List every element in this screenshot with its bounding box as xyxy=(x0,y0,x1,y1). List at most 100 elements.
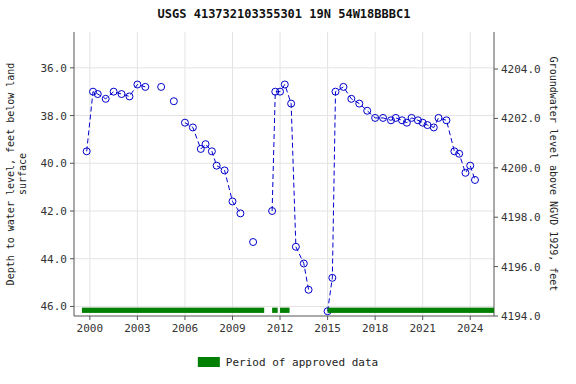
grid xyxy=(74,32,494,316)
data-point xyxy=(332,88,339,95)
y2-tick-label: 4202.0 xyxy=(501,112,541,125)
data-point xyxy=(229,198,236,205)
data-point xyxy=(340,83,347,90)
y-tick xyxy=(70,67,74,68)
legend-swatch xyxy=(198,357,220,367)
x-tick-label: 2024 xyxy=(457,322,484,335)
data-point xyxy=(443,117,450,124)
y2-axis-line xyxy=(494,32,495,316)
data-point xyxy=(329,274,336,281)
x-tick-label: 2003 xyxy=(124,322,151,335)
data-point xyxy=(435,114,442,121)
data-point xyxy=(158,83,165,90)
y-tick-label: 42.0 xyxy=(41,205,68,218)
data-point xyxy=(142,83,149,90)
plot-marks xyxy=(82,81,494,315)
data-point xyxy=(250,239,257,246)
data-point xyxy=(110,88,117,95)
x-tick xyxy=(184,316,185,320)
y2-tick-label: 4198.0 xyxy=(501,211,541,224)
y-axis-label-line: surface xyxy=(17,153,28,195)
grid-line-x xyxy=(470,32,471,316)
grid-line-x xyxy=(327,32,328,316)
y2-tick-label: 4200.0 xyxy=(501,162,541,175)
data-point xyxy=(237,210,244,217)
chart: 20002003200620092012201520182021202436.0… xyxy=(0,0,576,384)
data-point xyxy=(213,162,220,169)
y-tick xyxy=(70,258,74,259)
x-tick xyxy=(232,316,233,320)
y-axis-label-line: Depth to water level, feet below land xyxy=(5,63,16,286)
y-tick-label: 36.0 xyxy=(41,62,68,75)
approved-bar xyxy=(82,308,264,313)
approved-bar xyxy=(280,308,290,313)
y-axis-label: Depth to water level, feet below landsur… xyxy=(5,63,28,286)
x-tick xyxy=(422,316,423,320)
x-tick-label: 2012 xyxy=(267,322,294,335)
y-tick xyxy=(70,210,74,211)
x-tick xyxy=(137,316,138,320)
approved-bar xyxy=(328,308,494,313)
approved-bar xyxy=(272,308,278,313)
y-tick-label: 38.0 xyxy=(41,110,68,123)
data-point xyxy=(83,148,90,155)
data-point xyxy=(467,162,474,169)
y-tick-label: 40.0 xyxy=(41,157,68,170)
y2-tick xyxy=(494,167,498,168)
data-point xyxy=(288,100,295,107)
x-tick xyxy=(280,316,281,320)
y2-tick-label: 4204.0 xyxy=(501,63,541,76)
background xyxy=(0,0,576,384)
y-tick xyxy=(70,306,74,307)
x-tick-label: 2015 xyxy=(314,322,341,335)
data-point xyxy=(134,81,141,88)
x-tick-label: 2018 xyxy=(362,322,389,335)
y-tick-label: 46.0 xyxy=(41,300,68,313)
x-tick-label: 2006 xyxy=(172,322,199,335)
x-tick xyxy=(89,316,90,320)
data-point xyxy=(356,100,363,107)
y2-tick xyxy=(494,69,498,70)
y2-tick-label: 4194.0 xyxy=(501,310,541,323)
grid-line-y xyxy=(74,210,494,211)
x-tick-label: 2021 xyxy=(409,322,436,335)
y-axis-line xyxy=(74,32,75,316)
grid-line-x xyxy=(422,32,423,316)
legend: Period of approved data xyxy=(198,356,378,369)
x-tick xyxy=(375,316,376,320)
y2-tick-label: 4196.0 xyxy=(501,261,541,274)
grid-line-y xyxy=(74,67,494,68)
data-point xyxy=(380,114,387,121)
data-point xyxy=(305,286,312,293)
data-point xyxy=(221,167,228,174)
data-point xyxy=(364,107,371,114)
axes: 20002003200620092012201520182021202436.0… xyxy=(41,32,541,335)
data-point xyxy=(277,88,284,95)
y-tick xyxy=(70,163,74,164)
data-point xyxy=(118,91,125,98)
grid-line-x xyxy=(184,32,185,316)
grid-line-x xyxy=(232,32,233,316)
grid-line-x xyxy=(375,32,376,316)
grid-line-x xyxy=(280,32,281,316)
data-point xyxy=(348,95,355,102)
grid-line-x xyxy=(89,32,90,316)
grid-line-y xyxy=(74,258,494,259)
data-point xyxy=(202,141,209,148)
y2-tick xyxy=(494,316,498,317)
data-point xyxy=(372,114,379,121)
data-point xyxy=(462,169,469,176)
legend-label: Period of approved data xyxy=(226,356,378,369)
data-point xyxy=(430,124,437,131)
y-tick-label: 44.0 xyxy=(41,253,68,266)
x-tick xyxy=(327,316,328,320)
y2-tick xyxy=(494,217,498,218)
data-point xyxy=(208,148,215,155)
data-point xyxy=(281,81,288,88)
data-point xyxy=(102,95,109,102)
grid-line-y xyxy=(74,306,494,307)
data-point xyxy=(126,93,133,100)
data-point xyxy=(456,150,463,157)
y2-tick xyxy=(494,118,498,119)
data-point xyxy=(181,119,188,126)
